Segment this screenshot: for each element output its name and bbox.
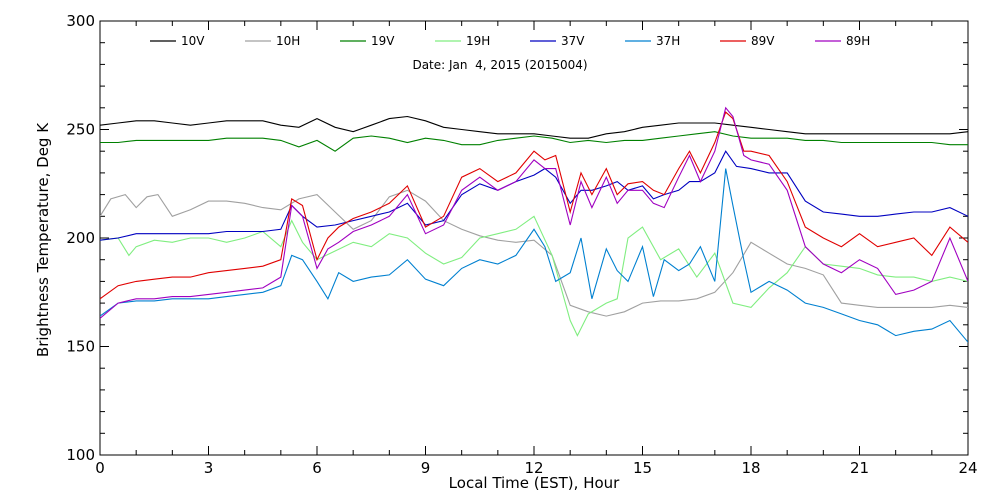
- series-line-89v: [100, 111, 968, 300]
- legend-label-37v: 37V: [561, 34, 585, 48]
- legend-label-89h: 89H: [846, 34, 870, 48]
- y-axis-title: Brightness Temperature, Deg K: [34, 122, 52, 357]
- legend-label-10h: 10H: [276, 34, 300, 48]
- x-tick-label: 21: [850, 459, 869, 477]
- legend: 10V 10H 19V 19H 37V 37H 89V 89H: [150, 34, 870, 48]
- legend-label-19h: 19H: [466, 34, 490, 48]
- series-line-10v: [100, 115, 968, 139]
- x-tick-label: 9: [421, 459, 431, 477]
- legend-label-89v: 89V: [751, 34, 775, 48]
- series-layer: [100, 106, 968, 343]
- x-tick-label: 18: [741, 459, 760, 477]
- series-line-89h: [100, 106, 968, 319]
- x-tick-label: 0: [95, 459, 105, 477]
- y-tick-label: 100: [66, 446, 95, 464]
- x-tick-label: 24: [958, 459, 977, 477]
- x-tick-label: 12: [524, 459, 543, 477]
- y-tick-label: 300: [66, 12, 95, 30]
- legend-label-19v: 19V: [371, 34, 395, 48]
- y-tick-label: 150: [66, 338, 95, 356]
- x-tick-label: 15: [633, 459, 652, 477]
- series-line-19v: [100, 131, 968, 152]
- legend-label-10v: 10V: [181, 34, 205, 48]
- y-tick-label: 250: [66, 121, 95, 139]
- plot-frame: [99, 20, 969, 456]
- x-tick-label: 6: [312, 459, 322, 477]
- x-axis-title: Local Time (EST), Hour: [449, 474, 620, 492]
- x-tick-label: 3: [204, 459, 214, 477]
- series-line-37h: [100, 168, 968, 343]
- series-line-37v: [100, 150, 968, 241]
- legend-label-37h: 37H: [656, 34, 680, 48]
- plot-axes: 0 3 6 9 12 15 18 21 24 100 150 200 250 300: [66, 12, 977, 477]
- chart-subtitle: Date: Jan 4, 2015 (2015004): [412, 58, 587, 72]
- series-line-19h: [100, 215, 968, 337]
- series-line-10h: [100, 189, 968, 317]
- y-tick-label: 200: [66, 229, 95, 247]
